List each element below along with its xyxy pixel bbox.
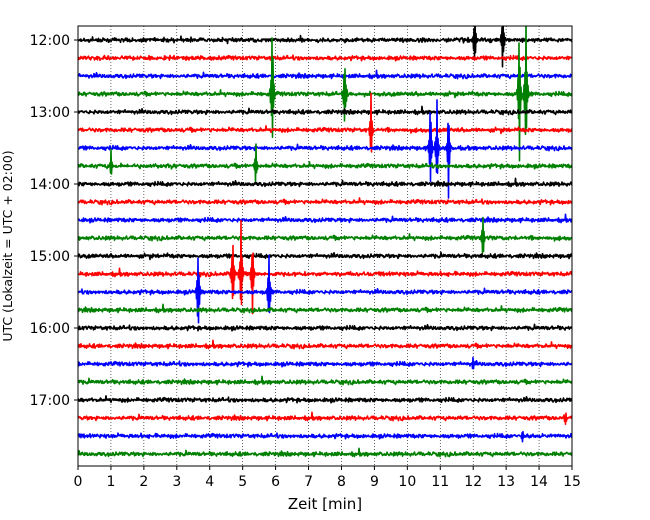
trace-6 bbox=[78, 99, 572, 199]
trace-23 bbox=[78, 447, 572, 458]
trace-8 bbox=[78, 177, 572, 188]
trace-9 bbox=[78, 197, 572, 206]
traces bbox=[78, 26, 572, 458]
trace-3 bbox=[78, 26, 572, 162]
x-tick-label-15: 15 bbox=[563, 474, 581, 490]
trace-21 bbox=[78, 411, 572, 426]
x-tick-label-5: 5 bbox=[238, 474, 247, 490]
trace-18 bbox=[78, 356, 572, 370]
trace-13 bbox=[78, 219, 572, 315]
x-tick-label-9: 9 bbox=[370, 474, 379, 490]
x-tick-label-11: 11 bbox=[431, 474, 449, 490]
x-tick-label-10: 10 bbox=[398, 474, 416, 490]
y-axis-ticks: 12:00 13:00 14:00 15:00 16:00 17:00 bbox=[30, 33, 78, 409]
plot-area bbox=[78, 26, 572, 466]
y-tick-label-1: 13:00 bbox=[30, 105, 70, 121]
trace-15 bbox=[78, 303, 572, 314]
trace-2 bbox=[78, 69, 572, 80]
x-tick-label-1: 1 bbox=[106, 474, 115, 490]
x-tick-label-7: 7 bbox=[304, 474, 313, 490]
y-axis-title: UTC (Lokalzeit = UTC + 02:00) bbox=[0, 150, 15, 341]
x-tick-label-8: 8 bbox=[337, 474, 346, 490]
trace-0 bbox=[78, 26, 572, 68]
y-tick-label-0: 12:00 bbox=[30, 33, 70, 49]
trace-11 bbox=[78, 216, 572, 254]
x-tick-label-14: 14 bbox=[530, 474, 548, 490]
trace-10 bbox=[78, 213, 572, 224]
x-axis-ticks: 0 1 2 3 4 5 6 7 8 9 10 11 12 13 14 15 bbox=[74, 466, 581, 490]
trace-4 bbox=[78, 105, 572, 116]
trace-5 bbox=[78, 92, 572, 153]
x-tick-label-6: 6 bbox=[271, 474, 280, 490]
y-tick-label-3: 15:00 bbox=[30, 249, 70, 265]
y-tick-label-5: 17:00 bbox=[30, 393, 70, 409]
trace-16 bbox=[78, 323, 572, 332]
y-tick-label-4: 16:00 bbox=[30, 321, 70, 337]
x-tick-label-2: 2 bbox=[139, 474, 148, 490]
trace-19 bbox=[78, 375, 572, 386]
trace-12 bbox=[78, 251, 572, 261]
y-tick-label-2: 14:00 bbox=[30, 177, 70, 193]
trace-17 bbox=[78, 339, 572, 350]
trace-20 bbox=[78, 395, 572, 404]
trace-22 bbox=[78, 430, 572, 443]
plot-frame bbox=[77, 25, 573, 467]
trace-7 bbox=[78, 143, 572, 183]
trace-14 bbox=[78, 254, 572, 324]
trace-1 bbox=[78, 54, 572, 62]
x-tick-label-3: 3 bbox=[172, 474, 181, 490]
x-axis-title: Zeit [min] bbox=[288, 495, 362, 513]
x-tick-label-12: 12 bbox=[464, 474, 482, 490]
x-tick-label-13: 13 bbox=[497, 474, 515, 490]
x-tick-label-4: 4 bbox=[205, 474, 214, 490]
x-tick-label-0: 0 bbox=[74, 474, 83, 490]
